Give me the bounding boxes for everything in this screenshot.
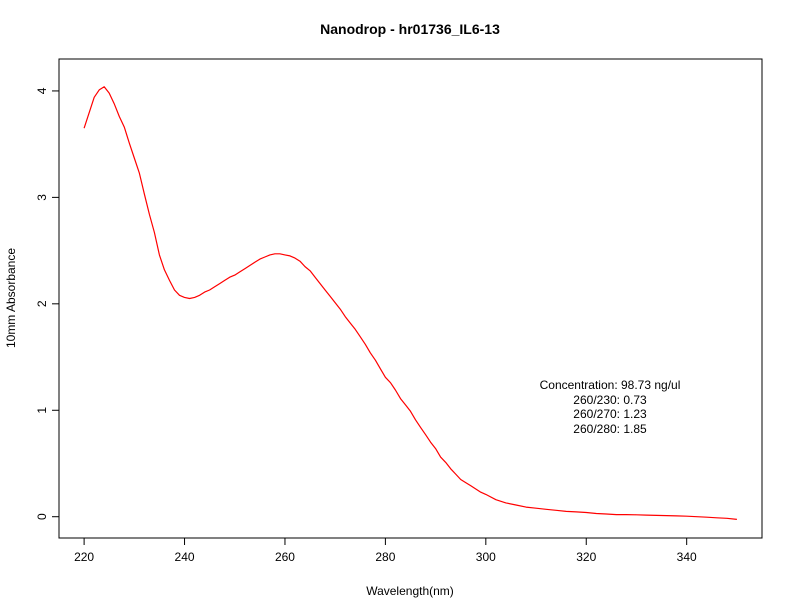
annotation-block: Concentration: 98.73 ng/ul 260/230: 0.73… (540, 378, 681, 436)
chart-title: Nanodrop - hr01736_IL6-13 (320, 21, 500, 37)
absorbance-series-line (83, 86, 737, 520)
x-tick-label: 300 (476, 550, 496, 564)
x-tick-label: 240 (175, 550, 195, 564)
annotation-ratio-260-280: 260/280: 1.85 (573, 422, 647, 436)
x-tick-label: 280 (375, 550, 395, 564)
annotation-concentration: Concentration: 98.73 ng/ul (540, 378, 681, 392)
annotation-ratio-260-270: 260/270: 1.23 (573, 407, 647, 421)
y-tick-label: 3 (35, 194, 49, 201)
y-tick-label: 1 (35, 407, 49, 414)
plot-frame (58, 58, 763, 539)
y-tick-label: 0 (35, 513, 49, 520)
series-layer (83, 86, 737, 520)
x-tick-label: 220 (74, 550, 94, 564)
annotation-ratio-260-230: 260/230: 0.73 (573, 393, 647, 407)
y-axis-label: 10mm Absorbance (4, 248, 18, 348)
x-tick-label: 340 (677, 550, 697, 564)
x-tick-label: 320 (576, 550, 596, 564)
x-tick-label: 260 (275, 550, 295, 564)
x-axis-label: Wavelength(nm) (366, 584, 454, 598)
y-axis: 0 1 2 3 4 (35, 87, 59, 520)
y-tick-label: 2 (35, 300, 49, 307)
y-tick-label: 4 (35, 87, 49, 94)
x-axis: 220 240 260 280 300 320 340 (74, 538, 697, 564)
